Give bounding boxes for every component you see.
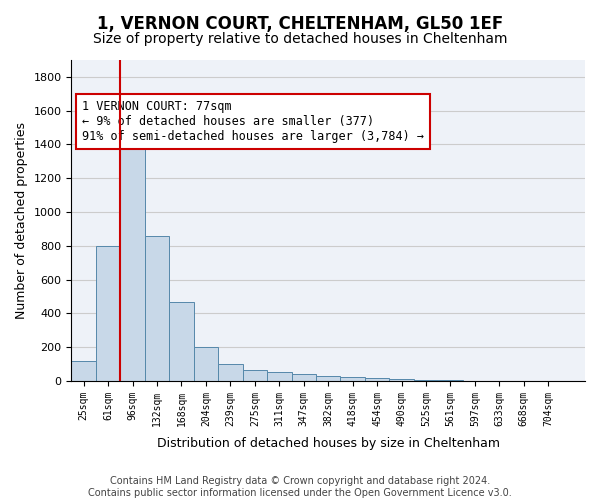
- Bar: [316, 376, 340, 381]
- Bar: [389, 379, 414, 381]
- Bar: [438, 380, 463, 381]
- Bar: [365, 378, 389, 381]
- Bar: [96, 246, 121, 381]
- Bar: [340, 376, 365, 381]
- Text: Size of property relative to detached houses in Cheltenham: Size of property relative to detached ho…: [93, 32, 507, 46]
- Bar: [267, 372, 292, 381]
- Bar: [169, 302, 194, 381]
- X-axis label: Distribution of detached houses by size in Cheltenham: Distribution of detached houses by size …: [157, 437, 500, 450]
- Text: 1 VERNON COURT: 77sqm
← 9% of detached houses are smaller (377)
91% of semi-deta: 1 VERNON COURT: 77sqm ← 9% of detached h…: [82, 100, 424, 143]
- Text: 1, VERNON COURT, CHELTENHAM, GL50 1EF: 1, VERNON COURT, CHELTENHAM, GL50 1EF: [97, 15, 503, 33]
- Bar: [71, 360, 96, 381]
- Y-axis label: Number of detached properties: Number of detached properties: [15, 122, 28, 319]
- Bar: [292, 374, 316, 381]
- Bar: [145, 236, 169, 381]
- Text: Contains HM Land Registry data © Crown copyright and database right 2024.
Contai: Contains HM Land Registry data © Crown c…: [88, 476, 512, 498]
- Bar: [242, 370, 267, 381]
- Bar: [194, 347, 218, 381]
- Bar: [414, 380, 438, 381]
- Bar: [121, 134, 145, 381]
- Bar: [218, 364, 242, 381]
